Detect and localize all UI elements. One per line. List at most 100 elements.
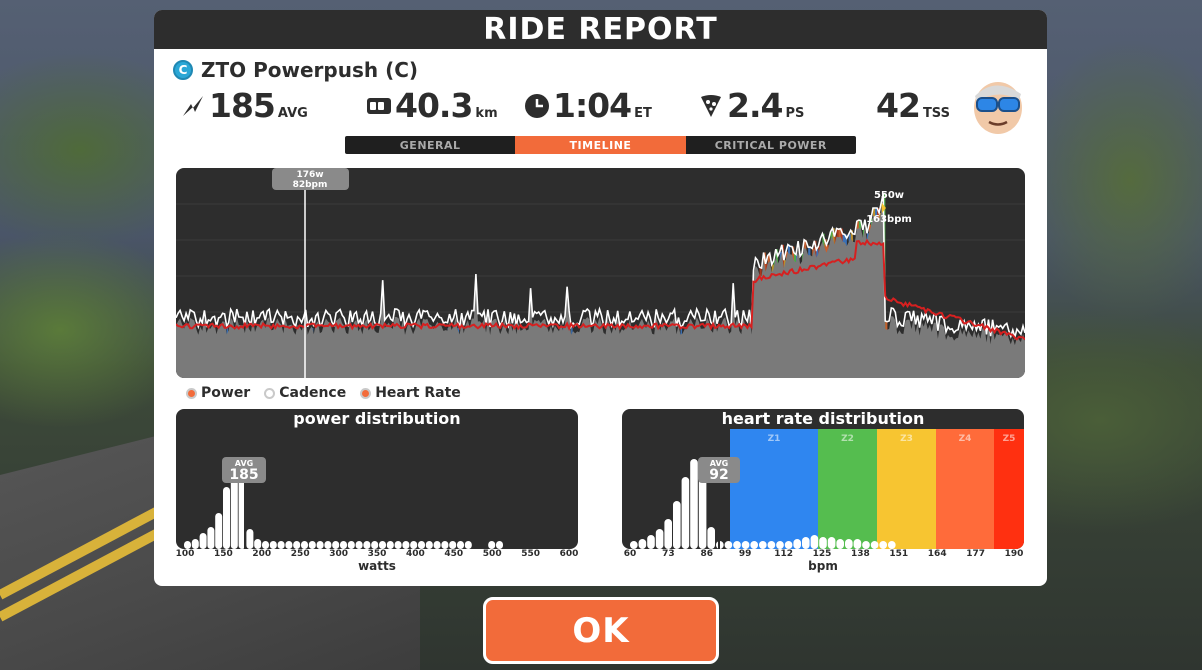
legend-cadence-dot — [264, 387, 276, 399]
power-hist-bar — [308, 541, 316, 549]
hr-hist-bar — [681, 477, 690, 549]
tab-timeline[interactable]: TIMELINE — [515, 136, 686, 154]
power-distribution-svg: AVG 185 — [184, 457, 503, 549]
legend-power-label: Power — [201, 385, 251, 401]
page-title: RIDE REPORT — [483, 12, 718, 47]
stat-distance-value: 40.3 — [395, 86, 473, 125]
power-hist-bar — [223, 487, 230, 549]
power-avg-badge — [222, 457, 266, 483]
timeline-svg: 176w 82bpm 550w 163bpm — [176, 168, 1025, 378]
tab-critical-power[interactable]: CRITICAL POWER — [714, 138, 827, 152]
power-hist-bar — [184, 541, 191, 549]
stat-power: 185 AVG — [180, 86, 308, 125]
power-hist-bar — [457, 541, 464, 549]
hr-distribution-chart: Z1 Z2 Z3 Z4 Z5 AVG 92 heart rate distributio… — [622, 409, 1024, 549]
hr-hist-bar — [767, 541, 776, 549]
hr-zone-label: Z5 — [1003, 434, 1016, 444]
power-tick: 500 — [482, 549, 502, 559]
lightning-icon — [180, 93, 206, 119]
power-tick: 300 — [329, 549, 348, 559]
power-hist-bar — [199, 533, 207, 549]
power-hist-bar — [355, 541, 363, 549]
hr-x-axis: 60 73 86 99 112 125 138 151 164 177 190 — [622, 549, 1024, 563]
power-tick: 450 — [444, 549, 464, 559]
hr-hist-bar — [733, 541, 741, 549]
power-hist-bar — [285, 541, 293, 549]
hr-hist-bar — [776, 541, 784, 549]
hr-distribution-svg: Z1 Z2 Z3 Z4 Z5 AVG 92 — [630, 429, 1024, 549]
tab-general[interactable]: GENERAL — [399, 138, 461, 152]
power-hist-bar — [449, 541, 457, 549]
hr-hist-bar — [741, 541, 750, 549]
power-hist-bar — [207, 527, 215, 549]
stat-time-unit: ET — [634, 106, 652, 121]
power-tick: 550 — [521, 549, 540, 559]
hr-tick: 151 — [889, 549, 909, 559]
power-hist-bar — [246, 529, 254, 549]
hr-hist-bar — [879, 541, 887, 549]
power-hist-bar — [191, 539, 199, 549]
power-tick: 150 — [213, 549, 233, 559]
hr-zone-band — [936, 429, 994, 549]
power-hist-bar — [340, 541, 347, 549]
power-tick: 600 — [559, 549, 579, 559]
power-hist-bar — [293, 541, 301, 549]
ok-button[interactable]: OK — [483, 597, 719, 664]
power-hist-bar — [269, 541, 277, 549]
stat-distance-unit: km — [475, 106, 498, 121]
hr-x-label: bpm — [808, 559, 838, 573]
peak-hr: 163bpm — [866, 214, 912, 225]
power-hist-bar — [425, 541, 433, 549]
hr-distribution-title: heart rate distribution — [721, 409, 925, 428]
power-hist-bar — [332, 541, 340, 549]
hr-tick: 86 — [700, 549, 714, 559]
stats-row: 185 AVG 40.3 km 1:04 ET 2.4 PS 42 TSS — [154, 86, 1047, 126]
hr-zone-label: Z1 — [768, 434, 781, 444]
heart-rate-line — [176, 238, 1025, 341]
legend-heart-rate-label: Heart Rate — [375, 385, 461, 401]
hr-zone-band — [994, 429, 1024, 549]
power-hist-bar — [441, 541, 449, 549]
hr-avg-label: AVG — [710, 459, 728, 468]
power-hist-bar — [410, 541, 418, 549]
power-hist-bar — [324, 541, 332, 549]
legend-cadence[interactable]: Cadence — [264, 385, 346, 401]
power-distribution-chart: power distribution AVG 185 — [176, 409, 578, 549]
hr-hist-bar — [630, 541, 638, 549]
clock-icon — [524, 93, 550, 119]
hr-avg-value: 92 — [709, 467, 728, 483]
hr-hist-bar — [673, 501, 681, 549]
hr-hist-bar — [853, 539, 862, 549]
hr-hist-bar — [802, 537, 810, 549]
hr-hist-bar — [836, 539, 844, 549]
route-name: ZTO Powerpush (C) — [201, 58, 419, 82]
hr-tick: 190 — [1004, 549, 1024, 559]
power-hist-bar — [301, 541, 308, 549]
hr-hist-bar — [750, 541, 758, 549]
stat-power-value: 185 — [209, 86, 276, 125]
power-hist-bar — [496, 541, 503, 549]
hr-hist-bar — [707, 527, 715, 549]
legend-heart-rate[interactable]: Heart Rate — [360, 385, 461, 401]
legend-heart-rate-dot — [360, 387, 372, 399]
hr-avg-badge — [698, 457, 740, 483]
legend-power[interactable]: Power — [186, 385, 250, 401]
hr-hist-bar — [827, 537, 836, 549]
timeline-chart[interactable]: 176w 82bpm 550w 163bpm — [176, 168, 1025, 378]
power-x-label: watts — [358, 559, 396, 573]
power-hist-bar — [277, 541, 285, 549]
stat-pizza-value: 2.4 — [727, 86, 783, 125]
power-avg-value: 185 — [229, 467, 258, 483]
power-tick: 100 — [175, 549, 195, 559]
power-hist-bar — [215, 513, 223, 549]
hr-hist-bar — [647, 535, 655, 549]
power-hist-bar — [464, 541, 472, 549]
power-hist-bar — [262, 541, 269, 549]
power-tick: 200 — [252, 549, 272, 559]
power-distribution-title: power distribution — [293, 409, 461, 428]
stat-tss-value: 42 — [876, 86, 921, 125]
report-tabs: GENERAL TIMELINE CRITICAL POWER — [345, 136, 856, 154]
stat-distance: 40.3 km — [366, 86, 498, 125]
hr-hist-bar — [655, 529, 664, 549]
power-hist-bar — [386, 541, 394, 549]
